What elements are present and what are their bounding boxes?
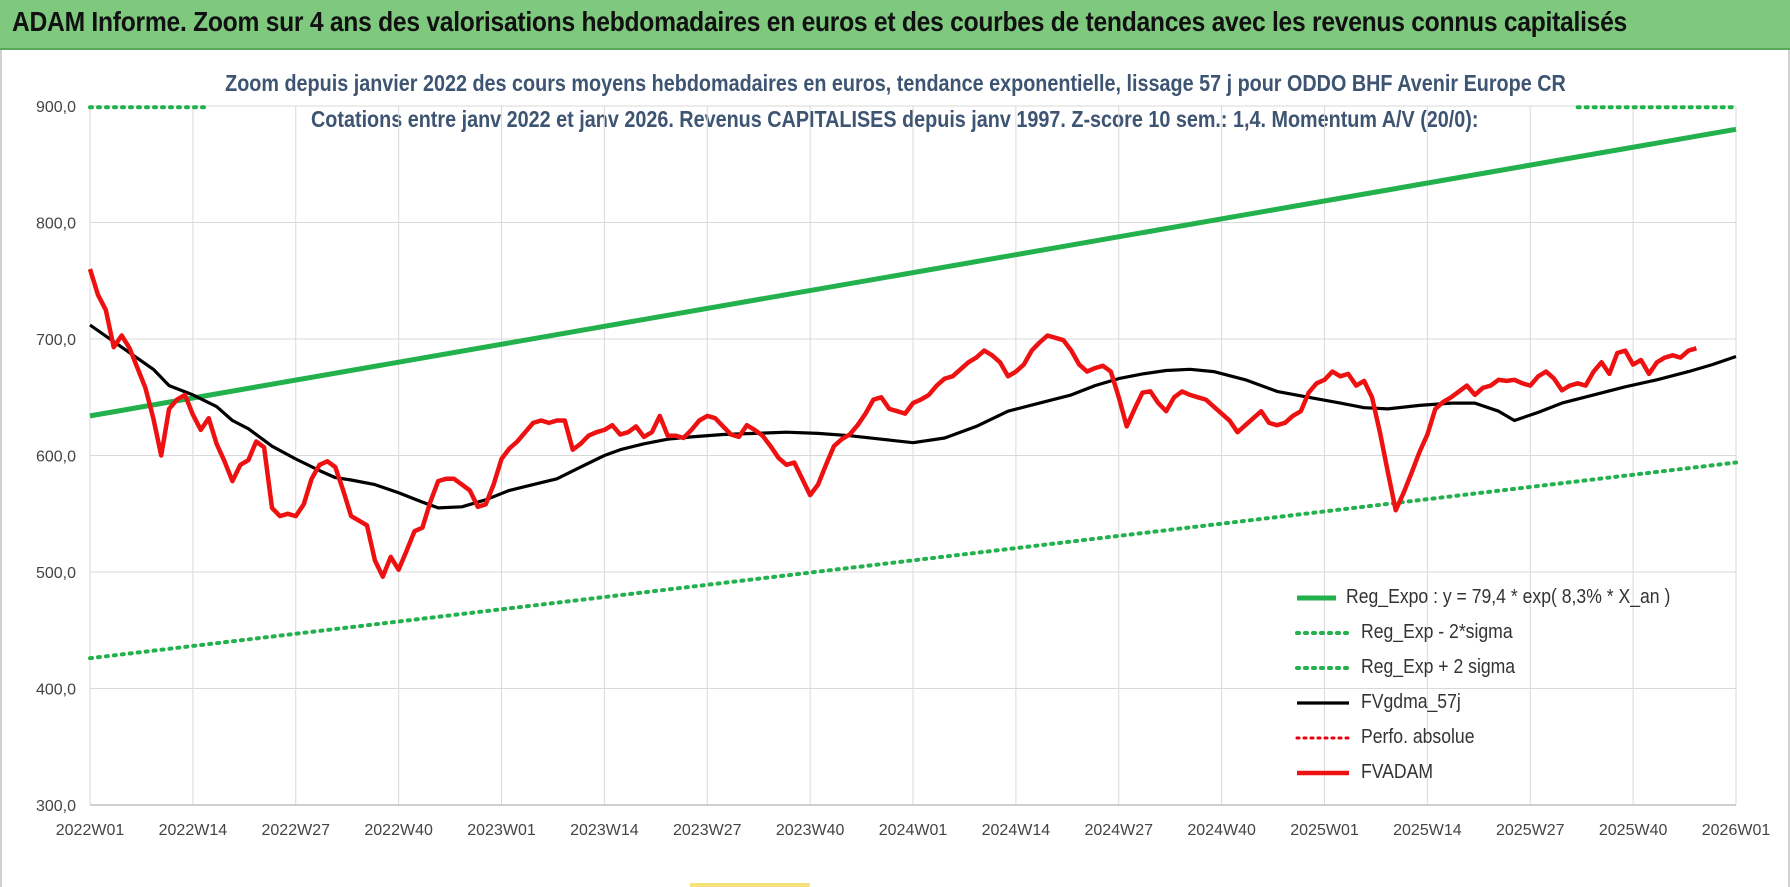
- x-tick-label: 2023W27: [673, 822, 742, 839]
- chart-title: Zoom depuis janvier 2022 des cours moyen…: [224, 70, 1566, 96]
- x-tick-label: 2025W14: [1393, 822, 1462, 839]
- legend-swatch: [1297, 770, 1349, 775]
- x-tick-label: 2025W27: [1496, 822, 1565, 839]
- legend-item-reg-expo: Reg_Expo : y = 79,4 * exp( 8,3% * X_an ): [1295, 580, 1715, 615]
- legend-item-fvgdma-57j: FVgdma_57j: [1295, 685, 1715, 720]
- series-reg-expo: [89, 126, 1737, 419]
- x-tick-label: 2022W01: [56, 822, 125, 839]
- legend-label: FVADAM: [1361, 761, 1434, 783]
- y-tick-label: 300,0: [36, 798, 76, 815]
- chart-frame: [0, 50, 1790, 887]
- legend-swatch: [1295, 736, 1351, 739]
- report-title: ADAM Informe. Zoom sur 4 ans des valoris…: [12, 6, 1627, 37]
- legend-item-fvadam: FVADAM: [1295, 755, 1715, 790]
- x-tick-label: 2026W01: [1702, 822, 1771, 839]
- legend-label: Reg_Expo : y = 79,4 * exp( 8,3% * X_an ): [1346, 586, 1671, 608]
- legend-swatch: [1295, 665, 1351, 670]
- bottom-accent: [690, 883, 810, 887]
- legend-swatch: [1295, 630, 1351, 635]
- chart-legend: Reg_Expo : y = 79,4 * exp( 8,3% * X_an )…: [1295, 580, 1715, 790]
- y-tick-label: 600,0: [36, 449, 76, 466]
- x-tick-label: 2023W14: [570, 822, 639, 839]
- title-banner: ADAM Informe. Zoom sur 4 ans des valoris…: [0, 0, 1790, 50]
- x-tick-label: 2024W27: [1085, 822, 1154, 839]
- legend-label: Perfo. absolue: [1361, 726, 1475, 748]
- x-tick-label: 2025W01: [1290, 822, 1359, 839]
- x-tick-label: 2022W40: [364, 822, 433, 839]
- y-tick-label: 500,0: [36, 565, 76, 582]
- x-tick-label: 2024W01: [879, 822, 948, 839]
- x-tick-label: 2022W14: [159, 822, 228, 839]
- legend-item-reg-plus-2sigma: Reg_Exp + 2 sigma: [1295, 650, 1715, 685]
- x-tick-label: 2022W27: [262, 822, 331, 839]
- x-tick-label: 2023W40: [776, 822, 845, 839]
- legend-label: FVgdma_57j: [1361, 691, 1461, 713]
- legend-swatch: [1297, 595, 1337, 600]
- legend-item-reg-minus-2sigma: Reg_Exp - 2*sigma: [1295, 615, 1715, 650]
- y-tick-label: 900,0: [36, 99, 76, 116]
- legend-label: Reg_Exp + 2 sigma: [1361, 656, 1516, 678]
- y-tick-label: 400,0: [36, 682, 76, 699]
- series-fvadam: [87, 268, 1698, 579]
- legend-label: Reg_Exp - 2*sigma: [1361, 621, 1513, 643]
- legend-item-perfo-absolue: Perfo. absolue: [1295, 720, 1715, 755]
- x-tick-label: 2024W40: [1187, 822, 1256, 839]
- chart-subtitle: Cotations entre janv 2022 et janv 2026. …: [311, 106, 1479, 132]
- legend-swatch: [1297, 700, 1349, 705]
- y-tick-label: 700,0: [36, 332, 76, 349]
- x-tick-label: 2025W40: [1599, 822, 1668, 839]
- x-tick-label: 2023W01: [467, 822, 536, 839]
- x-tick-label: 2024W14: [982, 822, 1051, 839]
- y-tick-label: 800,0: [36, 216, 76, 233]
